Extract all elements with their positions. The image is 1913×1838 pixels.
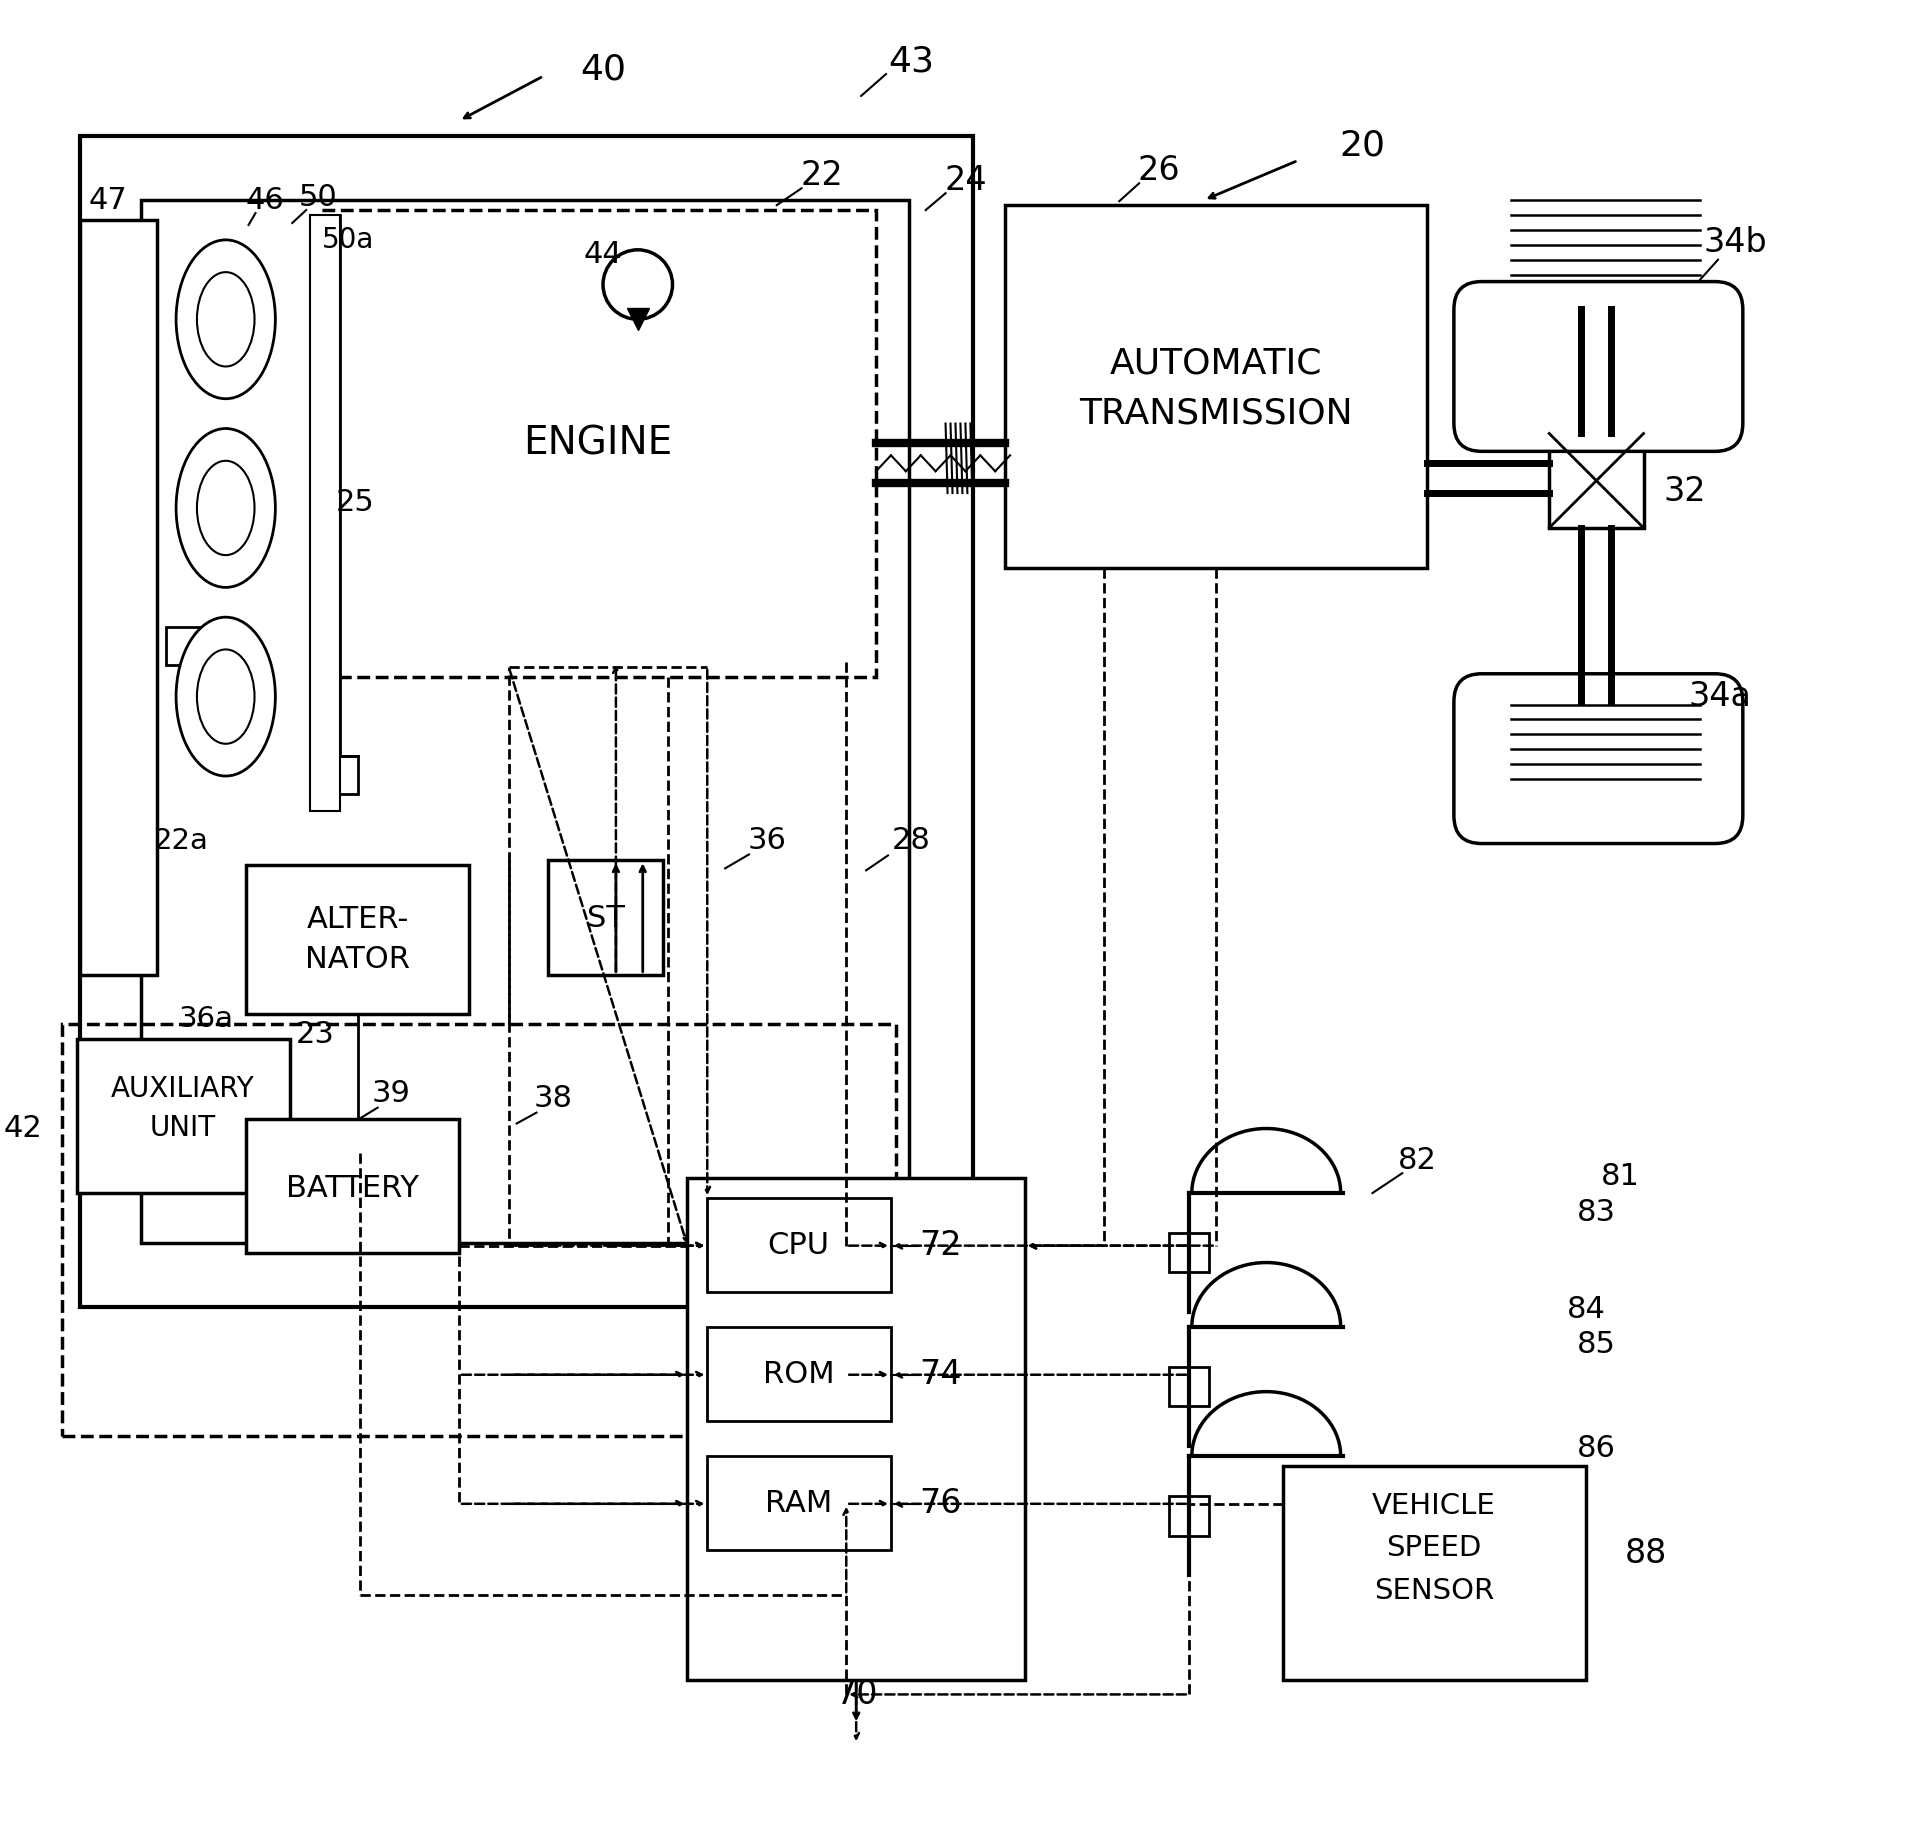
Text: 36: 36	[748, 825, 786, 855]
Bar	[245, 1119, 459, 1254]
Ellipse shape	[176, 241, 275, 399]
Bar	[1550, 434, 1643, 528]
Bar	[687, 1178, 1025, 1680]
Bar	[310, 215, 341, 811]
Text: 42: 42	[4, 1114, 42, 1143]
Text: 85: 85	[1576, 1331, 1615, 1360]
Bar	[708, 1327, 891, 1421]
Text: 43: 43	[888, 44, 934, 79]
Text: CPU: CPU	[767, 1231, 830, 1261]
Text: 40: 40	[580, 51, 626, 86]
Text: 46: 46	[247, 186, 285, 215]
Text: 70: 70	[834, 1678, 878, 1711]
Text: UNIT: UNIT	[149, 1114, 216, 1143]
Text: 44: 44	[583, 241, 622, 270]
Text: 36a: 36a	[178, 1005, 233, 1033]
Text: 50a: 50a	[321, 226, 375, 254]
Text: 76: 76	[920, 1487, 962, 1520]
Text: 22a: 22a	[153, 827, 209, 855]
Text: 74: 74	[920, 1358, 962, 1391]
Ellipse shape	[197, 649, 254, 744]
Bar	[1169, 1496, 1209, 1535]
Ellipse shape	[197, 461, 254, 555]
Text: SENSOR: SENSOR	[1374, 1577, 1494, 1605]
FancyBboxPatch shape	[1454, 675, 1743, 844]
Text: 50: 50	[298, 182, 337, 211]
Text: NATOR: NATOR	[306, 945, 409, 974]
Text: AUXILIARY: AUXILIARY	[111, 1075, 254, 1103]
Bar	[77, 1038, 291, 1193]
Bar	[319, 755, 358, 794]
Ellipse shape	[176, 428, 275, 588]
Bar	[1169, 1367, 1209, 1406]
Text: ROM: ROM	[763, 1360, 834, 1390]
Text: 34b: 34b	[1703, 226, 1768, 259]
Bar	[80, 136, 974, 1307]
Text: 25: 25	[335, 489, 375, 518]
Text: 32: 32	[1664, 474, 1706, 507]
Text: 28: 28	[891, 825, 930, 855]
Text: BATTERY: BATTERY	[287, 1174, 419, 1202]
Bar	[142, 200, 909, 1242]
Text: SPEED: SPEED	[1387, 1535, 1483, 1562]
Text: 47: 47	[88, 186, 126, 215]
Text: 24: 24	[945, 164, 987, 197]
Text: 83: 83	[1576, 1198, 1615, 1228]
Text: 34a: 34a	[1689, 680, 1752, 713]
Text: 81: 81	[1601, 1162, 1639, 1191]
Text: 38: 38	[534, 1084, 572, 1114]
Text: TRANSMISSION: TRANSMISSION	[1079, 397, 1352, 430]
Bar	[245, 866, 469, 1015]
Circle shape	[603, 250, 673, 320]
Text: 72: 72	[920, 1230, 962, 1263]
Text: AUTOMATIC: AUTOMATIC	[1110, 347, 1322, 380]
Bar	[708, 1456, 891, 1551]
Text: 39: 39	[373, 1079, 411, 1108]
Text: 86: 86	[1576, 1434, 1615, 1463]
Text: RAM: RAM	[765, 1489, 832, 1518]
Text: 82: 82	[1398, 1145, 1437, 1174]
Text: ALTER-: ALTER-	[306, 906, 409, 934]
Text: 22: 22	[800, 158, 844, 191]
Text: 23: 23	[297, 1020, 335, 1049]
Text: VEHICLE: VEHICLE	[1372, 1492, 1496, 1520]
Text: 20: 20	[1339, 129, 1385, 162]
Bar	[166, 627, 205, 665]
Text: 26: 26	[1138, 154, 1180, 187]
FancyBboxPatch shape	[1454, 281, 1743, 452]
Bar	[1169, 1233, 1209, 1272]
Bar	[1004, 206, 1427, 568]
Bar	[1284, 1467, 1586, 1680]
Text: ENGINE: ENGINE	[524, 425, 673, 463]
Bar	[708, 1198, 891, 1292]
Bar	[319, 210, 876, 676]
Bar	[80, 221, 157, 974]
Ellipse shape	[197, 272, 254, 366]
Bar	[61, 1024, 895, 1435]
Text: ST: ST	[587, 904, 626, 932]
Ellipse shape	[176, 618, 275, 776]
Bar	[549, 860, 662, 974]
Text: 88: 88	[1624, 1537, 1666, 1570]
Text: 84: 84	[1567, 1294, 1605, 1323]
